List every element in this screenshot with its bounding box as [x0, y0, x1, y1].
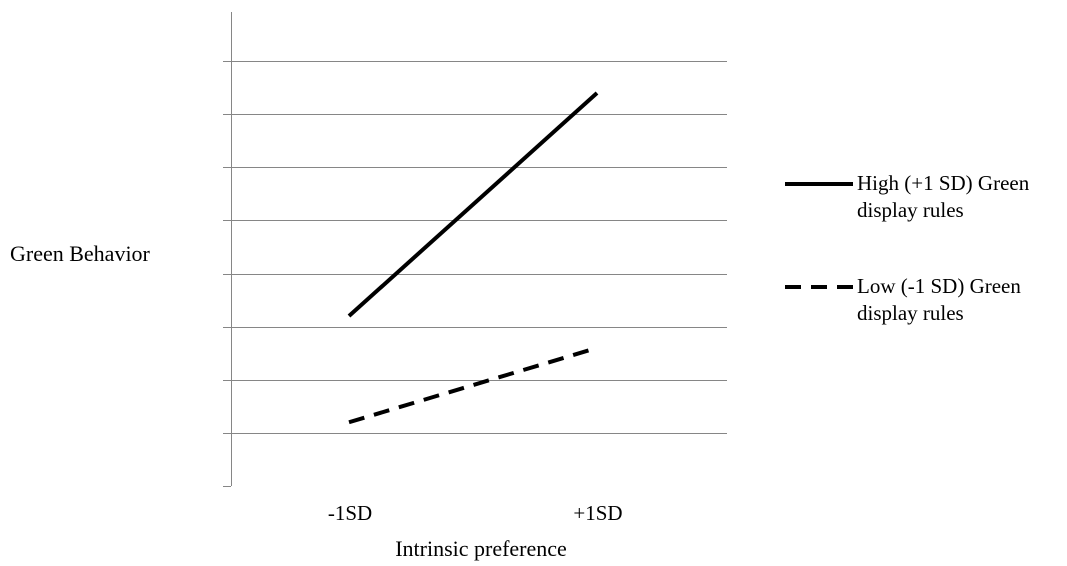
series-line-low: [348, 345, 598, 425]
x-tick-label: +1SD: [573, 501, 622, 525]
series-line-high: [347, 91, 599, 318]
x-tick-label: -1SD: [328, 501, 372, 525]
x-axis-label: Intrinsic preference: [395, 536, 567, 561]
gridlines: [223, 61, 727, 487]
legend-label: Low (-1 SD) Green: [857, 274, 1021, 298]
legend-entry: High (+1 SD) Green display rules: [785, 171, 1030, 222]
y-axis-label: Green Behavior: [10, 241, 151, 266]
x-tick-labels: -1SD +1SD: [328, 501, 623, 525]
legend-entry: Low (-1 SD) Green display rules: [785, 274, 1021, 325]
legend-label: High (+1 SD) Green: [857, 171, 1030, 195]
legend-label: display rules: [857, 198, 964, 222]
series-lines: [347, 91, 599, 425]
legend-label: display rules: [857, 301, 964, 325]
